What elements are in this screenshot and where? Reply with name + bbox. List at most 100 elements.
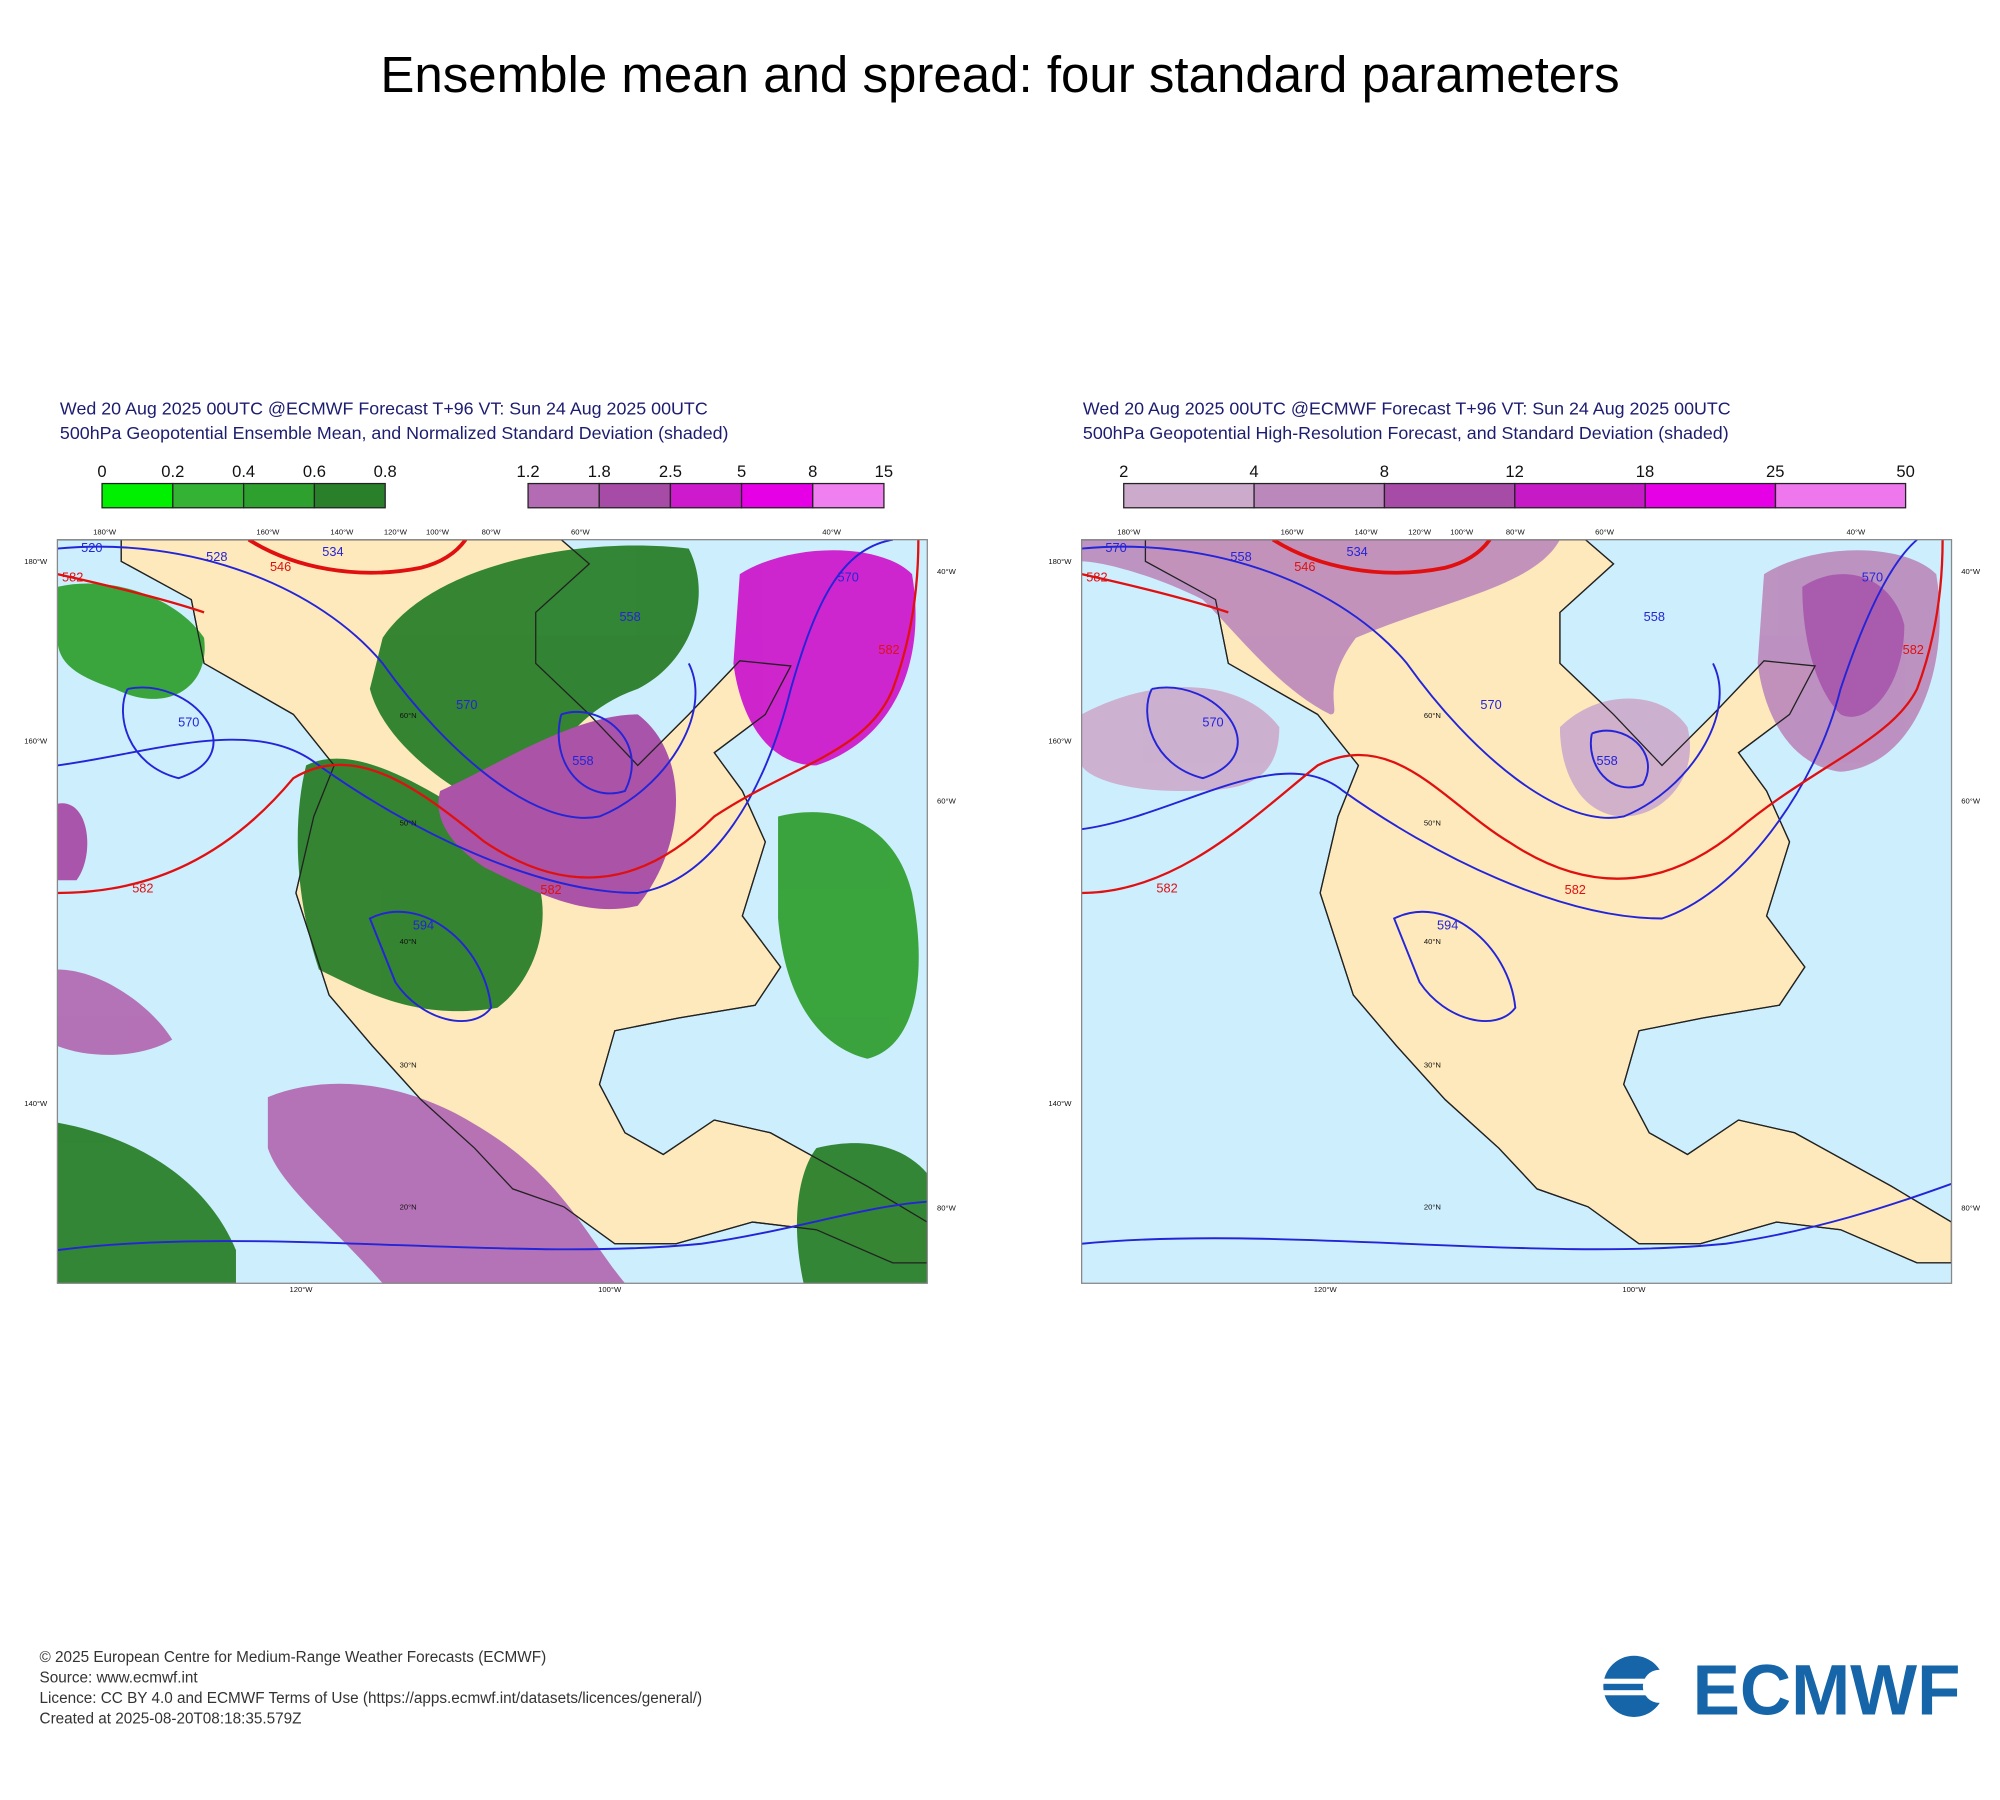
map-shape bbox=[247, 539, 468, 575]
grid-label: 140°W bbox=[1048, 1099, 1072, 1108]
grid-label: 160°W bbox=[24, 737, 48, 746]
grid-label: 40°N bbox=[1424, 937, 1441, 946]
grid-label: 80°W bbox=[937, 1204, 957, 1213]
grid-label: 80°W bbox=[482, 528, 502, 537]
map-shape bbox=[1081, 1182, 1952, 1251]
grid-label: 80°W bbox=[1961, 1204, 1981, 1213]
legend-tick-label: 0.4 bbox=[232, 462, 255, 481]
footer-line: © 2025 European Centre for Medium-Range … bbox=[40, 1649, 547, 1666]
contour-label: 570 bbox=[1862, 569, 1883, 584]
contour-label: 546 bbox=[1294, 559, 1315, 574]
legend-tick-label: 12 bbox=[1505, 462, 1523, 481]
map-shape bbox=[1253, 482, 1386, 509]
grid-label: 60°N bbox=[400, 711, 417, 720]
map-shape bbox=[242, 482, 316, 509]
page-title: Ensemble mean and spread: four standard … bbox=[380, 46, 1619, 103]
contour-label: 582 bbox=[1156, 881, 1177, 896]
grid-label: 40°N bbox=[400, 937, 417, 946]
map-shape bbox=[740, 482, 814, 509]
map-shape bbox=[57, 1122, 236, 1284]
grid-label: 20°N bbox=[1424, 1202, 1441, 1211]
grid-label: 50°N bbox=[400, 818, 417, 827]
contour-label: 534 bbox=[1347, 544, 1368, 559]
grid-label: 100°W bbox=[1622, 1285, 1646, 1294]
map-shape bbox=[1383, 482, 1516, 509]
map-shape bbox=[1081, 539, 1944, 895]
map-shape bbox=[1081, 572, 1229, 614]
map-shape bbox=[438, 714, 677, 910]
contour-label: 582 bbox=[1086, 569, 1107, 584]
grid-label: 180°W bbox=[1048, 557, 1072, 566]
contour-label: 594 bbox=[1437, 918, 1458, 933]
contour-label: 546 bbox=[270, 559, 291, 574]
legend-tick-label: 0.8 bbox=[374, 462, 397, 481]
map-shape bbox=[1271, 539, 1492, 575]
grid-label: 60°N bbox=[1424, 711, 1441, 720]
map-shape bbox=[733, 550, 916, 766]
legend-tick-label: 4 bbox=[1249, 462, 1258, 481]
map-shape bbox=[1774, 482, 1907, 509]
contour-label: 534 bbox=[322, 544, 343, 559]
map-shape bbox=[1802, 574, 1905, 717]
legend-tick-label: 1.8 bbox=[588, 462, 611, 481]
map-shape bbox=[122, 686, 215, 780]
map-frame bbox=[56, 539, 928, 1284]
map bbox=[1081, 539, 1952, 1284]
contours-582 bbox=[57, 539, 920, 895]
contour-label: 558 bbox=[1644, 609, 1665, 624]
contour-label: 594 bbox=[413, 918, 434, 933]
legend-tick-label: 1.2 bbox=[517, 462, 540, 481]
legend-bar bbox=[1123, 482, 1907, 509]
map-shape bbox=[57, 583, 205, 699]
map-shape bbox=[267, 1083, 625, 1284]
legend-tick-label: 15 bbox=[875, 462, 893, 481]
grid-label: 180°W bbox=[1117, 528, 1141, 537]
contour-label: 558 bbox=[619, 609, 640, 624]
contour-label: 582 bbox=[540, 882, 561, 897]
map-shape bbox=[1123, 482, 1255, 509]
grid-label: 30°N bbox=[400, 1061, 417, 1070]
legend-tick-label: 0 bbox=[97, 462, 106, 481]
contour-label: 570 bbox=[1480, 697, 1501, 712]
contours-582 bbox=[1081, 539, 1944, 895]
map-frame bbox=[1080, 539, 1953, 1284]
contour-label: 582 bbox=[132, 881, 153, 896]
legend-tick-label: 5 bbox=[737, 462, 746, 481]
grid-label: 40°W bbox=[1846, 528, 1866, 537]
map-shape bbox=[57, 545, 697, 819]
map-shape bbox=[778, 812, 919, 1059]
grid-label: 40°W bbox=[822, 528, 842, 537]
legend-bar bbox=[101, 482, 885, 509]
legend-tick-label: 2 bbox=[1119, 462, 1128, 481]
contours bbox=[1081, 539, 1952, 1251]
grid-label: 20°N bbox=[400, 1202, 417, 1211]
grid-label: 120°W bbox=[1408, 528, 1432, 537]
grid-label: 120°W bbox=[1314, 1285, 1338, 1294]
map-shape bbox=[172, 482, 245, 509]
map-shape bbox=[57, 539, 920, 895]
map-shape bbox=[1081, 545, 1721, 819]
map bbox=[57, 539, 928, 1284]
grid-label: 60°W bbox=[571, 528, 591, 537]
grid-label: 180°W bbox=[24, 557, 48, 566]
grid-label: 120°W bbox=[384, 528, 408, 537]
grid-label: 60°W bbox=[1961, 797, 1981, 806]
logo-mark bbox=[1596, 1678, 1674, 1684]
logo: ECMWF bbox=[1596, 1650, 1960, 1730]
map-shape bbox=[1392, 910, 1517, 1022]
map-shape bbox=[1081, 687, 1280, 791]
grid-label: 40°W bbox=[1961, 567, 1981, 576]
map-shape bbox=[297, 758, 543, 1012]
contour-label: 558 bbox=[572, 753, 593, 768]
footer: © 2025 European Centre for Medium-Range … bbox=[40, 1649, 703, 1727]
map-shape bbox=[101, 482, 174, 509]
grid-label: 160°W bbox=[1048, 737, 1072, 746]
contour-label: 558 bbox=[1597, 753, 1618, 768]
map-shape bbox=[1559, 698, 1691, 817]
panel-header: 500hPa Geopotential High-Resolution Fore… bbox=[1083, 423, 1729, 443]
map-shape bbox=[1644, 482, 1777, 509]
footer-line: Licence: CC BY 4.0 and ECMWF Terms of Us… bbox=[40, 1690, 703, 1707]
panel-header: Wed 20 Aug 2025 00UTC @ECMWF Forecast T+… bbox=[60, 399, 708, 419]
contour-label: 570 bbox=[1105, 540, 1126, 555]
